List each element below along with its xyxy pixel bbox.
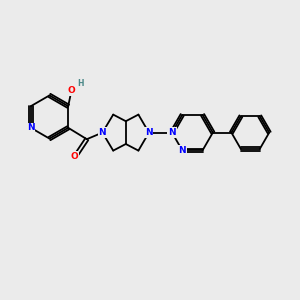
Text: O: O [68, 86, 76, 95]
Text: H: H [77, 80, 83, 88]
Text: N: N [178, 146, 186, 155]
Text: N: N [145, 128, 153, 137]
Text: N: N [99, 128, 106, 137]
Text: N: N [27, 123, 34, 132]
Text: N: N [168, 128, 176, 137]
Text: O: O [71, 152, 79, 160]
